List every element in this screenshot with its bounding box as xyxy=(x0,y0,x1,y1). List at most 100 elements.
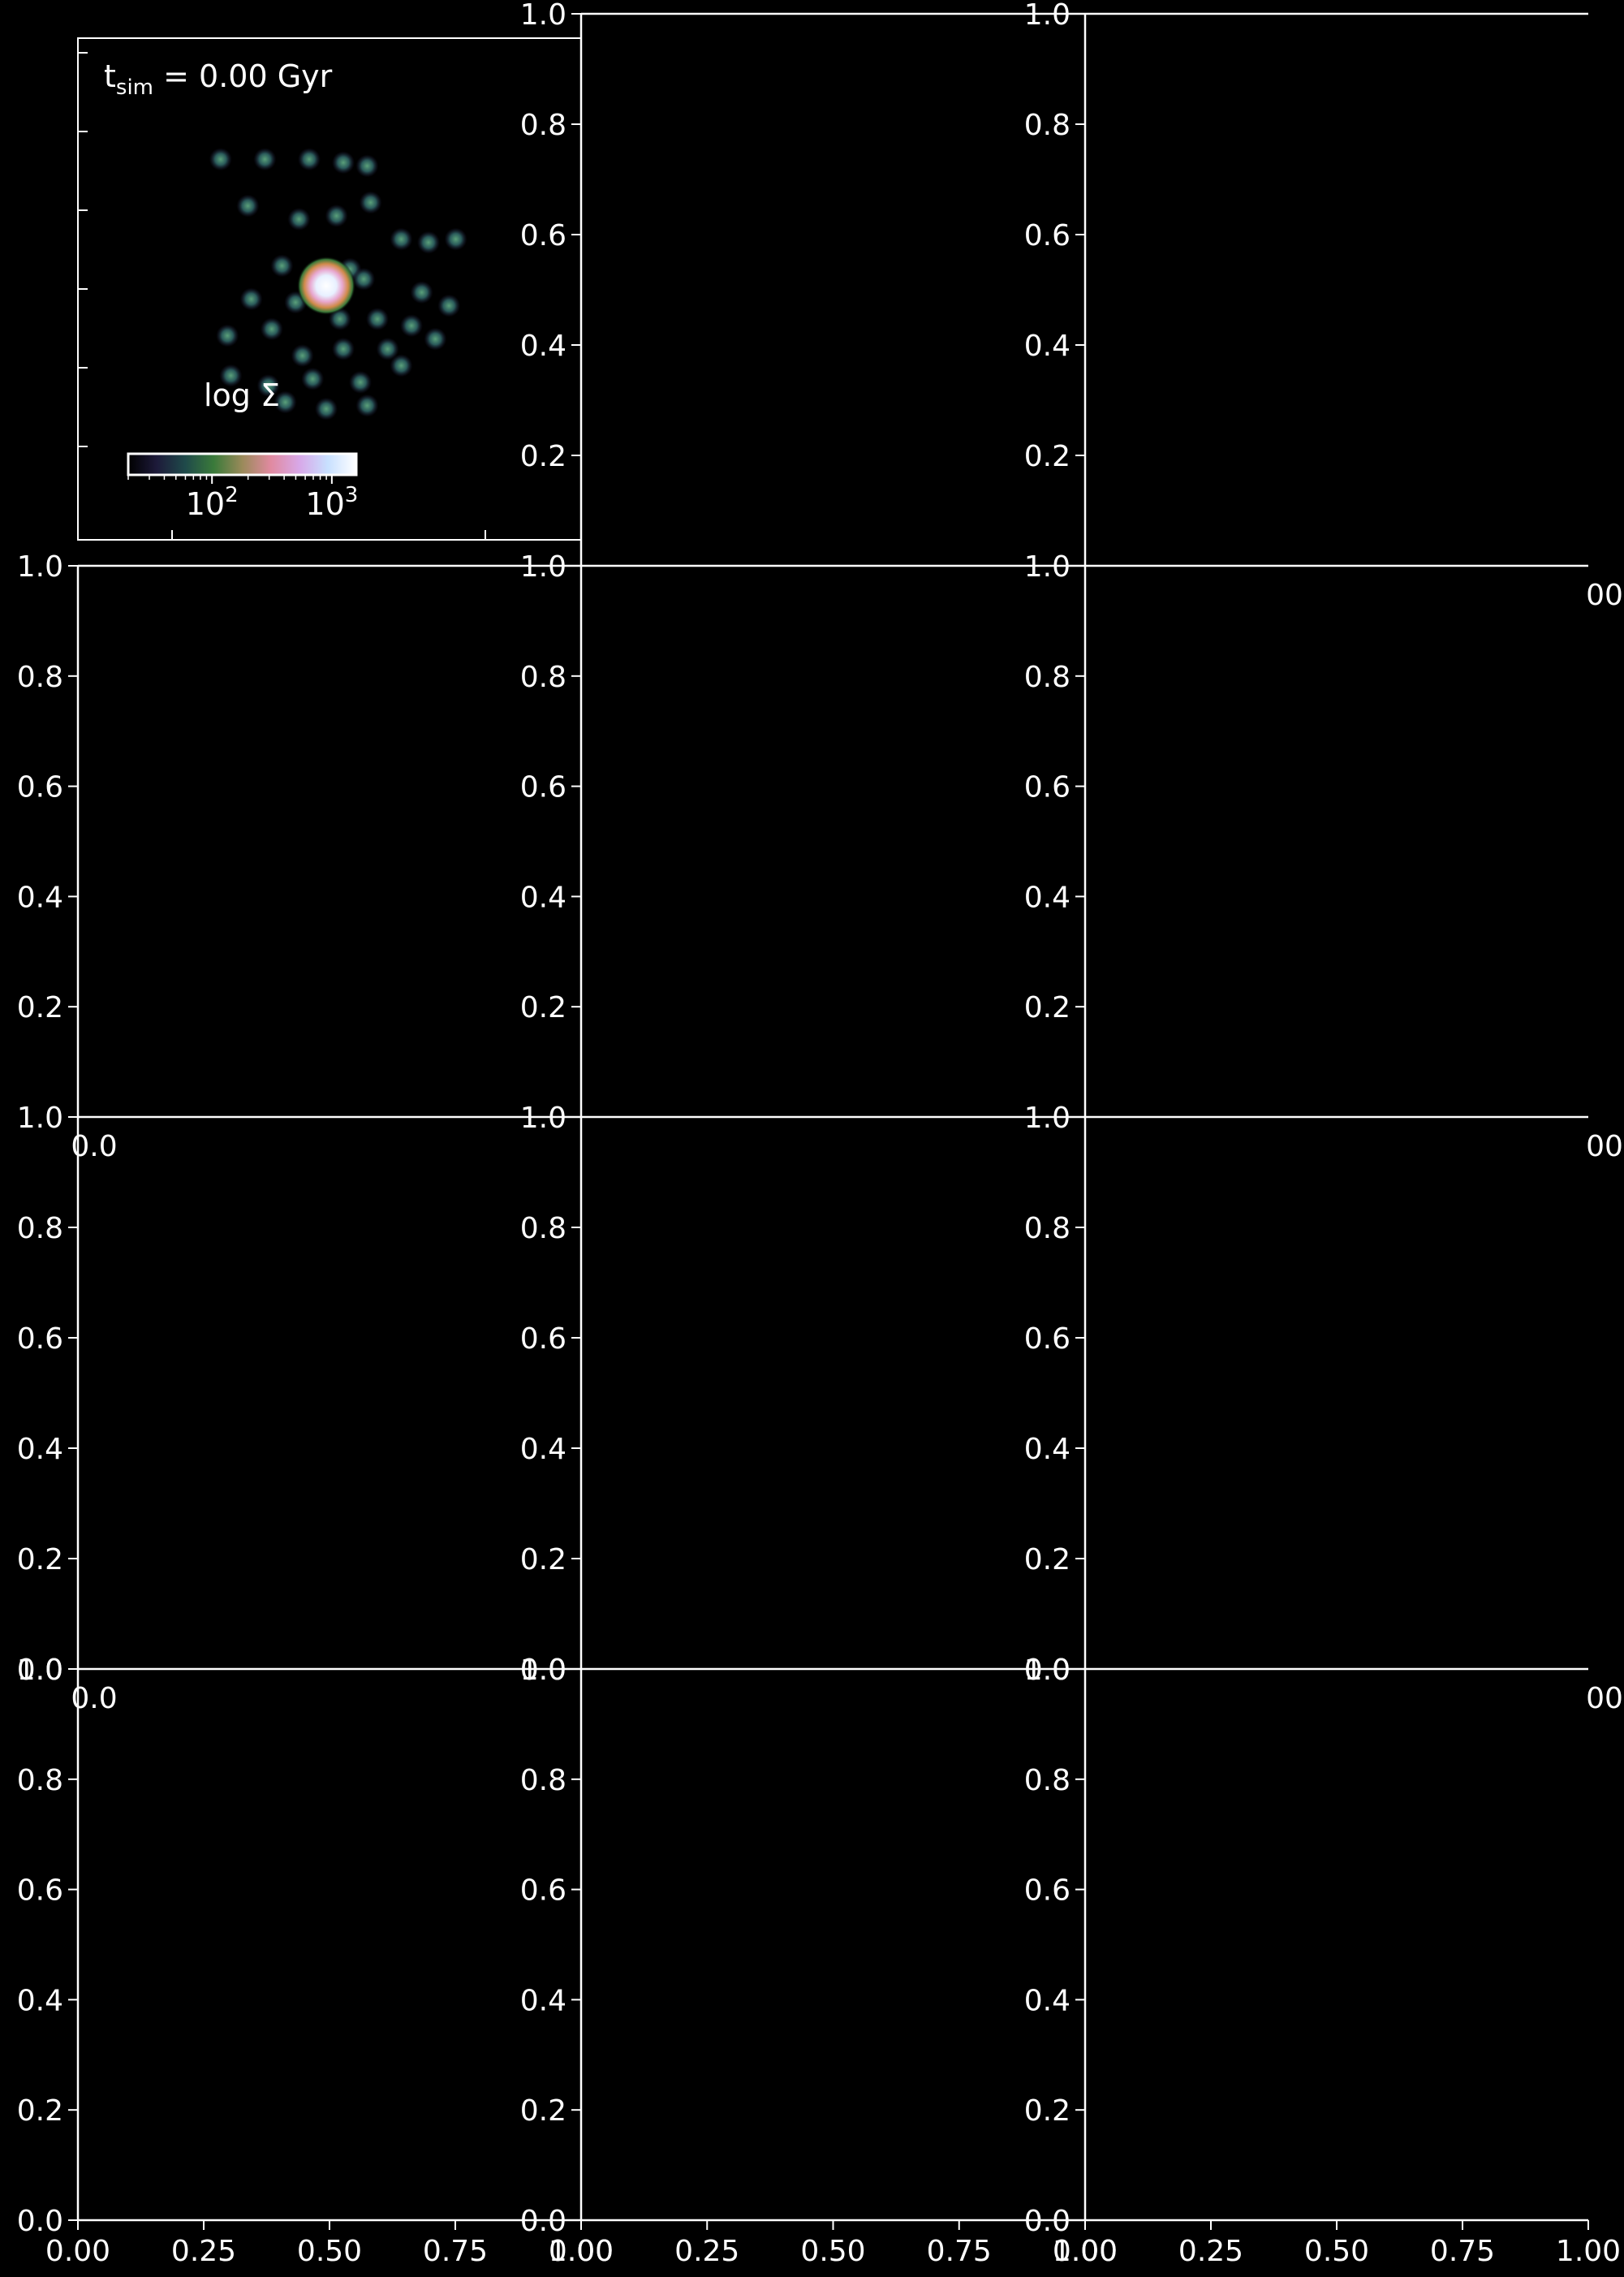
x-tick-label: 0.50 xyxy=(800,2235,865,2268)
x-tick-label: 0.25 xyxy=(1178,2235,1243,2268)
y-tick-label: 0.0 xyxy=(520,2205,566,2238)
density-clump xyxy=(410,281,433,304)
y-tick-label: 0.2 xyxy=(1024,1543,1070,1576)
x-tick-label: 0.25 xyxy=(171,2235,236,2268)
colorbar-label: log Σ xyxy=(204,377,280,413)
y-tick-label: 0.2 xyxy=(1024,2094,1070,2128)
y-tick-label: 0.8 xyxy=(1024,1212,1070,1245)
y-tick-label: 0.0 xyxy=(1024,1654,1070,1687)
x-tick-label: 0.25 xyxy=(674,2235,739,2268)
y-tick-label: 0.2 xyxy=(520,440,566,473)
density-clump xyxy=(400,314,423,338)
y-tick-label: 0.6 xyxy=(1024,771,1070,804)
x-tick-label: 0.50 xyxy=(297,2235,362,2268)
density-clump xyxy=(298,148,321,171)
y-tick-label: 0.4 xyxy=(520,1433,566,1466)
y-tick-label: 0.2 xyxy=(520,2094,566,2128)
y-tick-label: 0.4 xyxy=(1024,1984,1070,2017)
axes-row3-col3: 0.0 0.2 0.4 0.6 0.8 1.0 00 xyxy=(1024,1102,1623,1715)
y-tick-label: 0.8 xyxy=(520,1764,566,1797)
y-tick-label: 0.6 xyxy=(520,219,566,252)
x-tick-label: 0.00 xyxy=(45,2235,110,2268)
time-annotation-rest: = 0.00 Gyr xyxy=(153,58,333,94)
density-clump xyxy=(376,337,399,360)
y-tick-label: 1.0 xyxy=(520,550,566,584)
time-annotation: tsim = 0.00 Gyr xyxy=(104,58,333,100)
time-annotation-main: t xyxy=(104,58,116,94)
density-clump xyxy=(355,394,379,417)
y-tick-label: 0.4 xyxy=(520,881,566,914)
y-tick-label: 0.8 xyxy=(17,661,63,694)
density-clump xyxy=(437,294,461,317)
y-tick-label: 0.6 xyxy=(17,771,63,804)
y-tick-label: 0.0 xyxy=(1024,2205,1070,2238)
density-clump xyxy=(287,208,311,231)
y-tick-label: 0.2 xyxy=(17,2094,63,2128)
y-tick-label: 1.0 xyxy=(1024,550,1070,584)
axes-row3-col1: 0.00.20.40.60.81.00.0 xyxy=(17,1102,581,1715)
y-tick-label: 0.6 xyxy=(520,1322,566,1356)
colorbar-tick-label: 102 xyxy=(186,483,239,522)
axes-row2-col2: 0.2 0.4 0.6 0.8 1.0 xyxy=(520,550,1085,1117)
y-tick-label: 0.6 xyxy=(520,771,566,804)
x-tick-label: 1.00 xyxy=(1556,2235,1621,2268)
axes-row1-col2: 0.2 0.4 0.6 0.8 1.0 xyxy=(520,0,1085,566)
density-clump xyxy=(256,374,280,397)
density-clump xyxy=(253,148,277,171)
x-tick-label: 0.75 xyxy=(1430,2235,1495,2268)
x-tick-label: 0.75 xyxy=(423,2235,488,2268)
x-tick-label: 0.75 xyxy=(927,2235,992,2268)
y-tick-label: 0.8 xyxy=(1024,109,1070,142)
x-tick-label: 0.50 xyxy=(1304,2235,1369,2268)
axes-row2-col3: 0.2 0.4 0.6 0.8 1.0 00 xyxy=(1024,550,1623,1163)
density-clump xyxy=(349,370,372,394)
axes-row4-col1: 0.0 0.2 0.4 0.6 0.8 1.0 0.00 0.25 0.50 0.75 1.00 xyxy=(17,1654,614,2268)
y-tick-label: 0.8 xyxy=(17,1212,63,1245)
density-clump xyxy=(424,327,447,351)
y-tick-label: 1.0 xyxy=(520,1102,566,1135)
y-tick-label: 0.8 xyxy=(520,1212,566,1245)
y-tick-label: 1.0 xyxy=(520,1654,566,1687)
x-tick-label: 1.00 xyxy=(549,2235,614,2268)
colorbar-tick-base: 10 xyxy=(305,486,344,522)
y-tick-label: 1.0 xyxy=(1024,1102,1070,1135)
y-tick-label: 0.2 xyxy=(1024,440,1070,473)
colorbar-tick-exp: 3 xyxy=(345,483,359,507)
y-tick-label: 0.8 xyxy=(520,661,566,694)
y-tick-label: 1.0 xyxy=(17,550,63,584)
x-tick-label: 1.00 xyxy=(1053,2235,1118,2268)
y-tick-label: 0.0 xyxy=(520,1654,566,1687)
colorbar xyxy=(127,452,358,477)
y-tick-label: 0.4 xyxy=(17,1984,63,2017)
density-clump xyxy=(444,227,467,251)
axes-row4-col2: 0.0 0.2 0.4 0.6 0.8 1.0 0.00 0.25 0.50 0.75 1.00 xyxy=(520,1654,1118,2268)
colorbar-tick-base: 10 xyxy=(186,486,225,522)
y-tick-label: 1.0 xyxy=(17,1102,63,1135)
y-tick-label: 0.4 xyxy=(1024,330,1070,363)
y-tick-label: 0.4 xyxy=(520,330,566,363)
y-tick-label: 0.8 xyxy=(1024,661,1070,694)
central-peak xyxy=(297,257,355,315)
density-clump xyxy=(355,154,379,178)
axes-row1-col3: 0.2 0.4 0.6 0.8 1.0 00 xyxy=(1024,0,1623,612)
density-clump xyxy=(315,397,338,420)
density-clump xyxy=(332,151,355,175)
time-annotation-sub: sim xyxy=(116,75,153,100)
y-tick-label: 1.0 xyxy=(1024,1654,1070,1687)
density-clump xyxy=(274,390,297,414)
y-tick-label: 0.0 xyxy=(17,2205,63,2238)
y-tick-label: 0.2 xyxy=(1024,991,1070,1024)
density-clump xyxy=(359,191,382,214)
x-tick-label: 0.00 xyxy=(549,2235,614,2268)
density-map xyxy=(209,148,467,420)
density-clump xyxy=(270,254,294,278)
y-tick-label: 0.4 xyxy=(17,1433,63,1466)
density-clump xyxy=(209,148,232,171)
density-clump xyxy=(291,344,314,368)
x-tick-label: 0.00 xyxy=(1053,2235,1118,2268)
density-clump xyxy=(301,367,325,390)
density-clump xyxy=(417,231,440,254)
y-tick-label: 0.4 xyxy=(1024,881,1070,914)
